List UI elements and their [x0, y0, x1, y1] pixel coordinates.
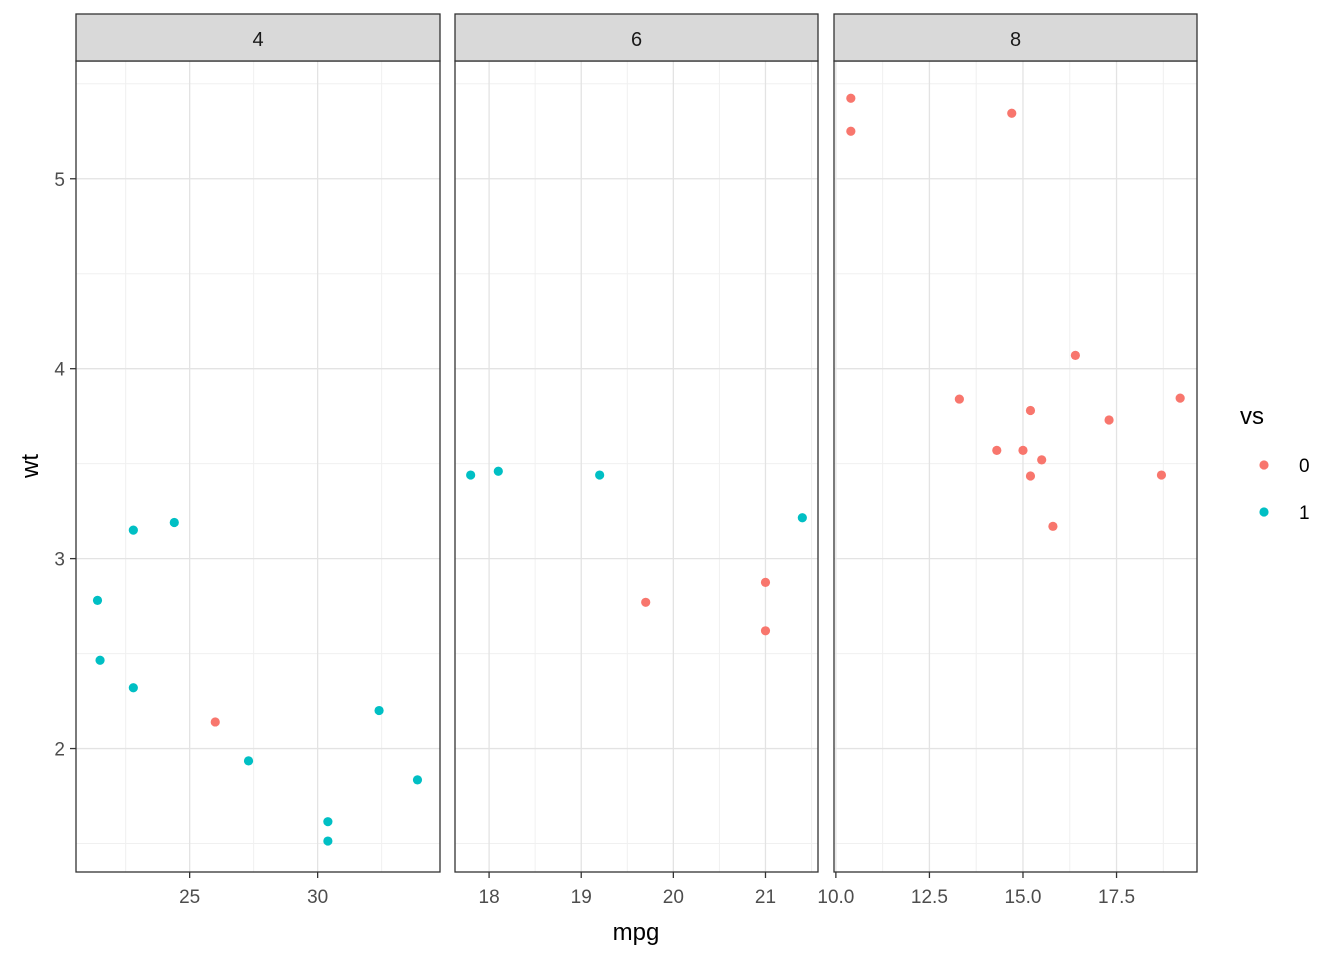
- legend-key: [1259, 507, 1269, 517]
- data-point: [169, 517, 179, 528]
- data-point: [760, 577, 771, 587]
- data-point: [1048, 521, 1058, 531]
- x-tick-label: 19: [571, 887, 592, 908]
- y-axis: 2 3 4 5: [54, 170, 76, 761]
- facet-strip: [833, 13, 1198, 62]
- data-point: [846, 126, 856, 136]
- legend-label: 0: [1299, 456, 1310, 477]
- data-point: [1037, 455, 1047, 465]
- data-point: [1018, 445, 1028, 455]
- y-axis-title: wt: [17, 454, 44, 479]
- data-point: [1070, 350, 1080, 360]
- data-point: [323, 817, 333, 827]
- y-tick-label: 2: [54, 740, 65, 761]
- data-point: [595, 470, 605, 480]
- data-point: [493, 466, 503, 476]
- data-point: [1104, 415, 1114, 425]
- data-point: [760, 626, 771, 636]
- x-tick-label: 18: [479, 887, 500, 908]
- data-point: [412, 775, 423, 785]
- panel-background: [76, 61, 440, 872]
- data-point: [1156, 470, 1167, 480]
- x-tick-label: 15.0: [1004, 887, 1041, 908]
- x-tick-label: 20: [663, 887, 684, 908]
- data-point: [992, 445, 1002, 455]
- legend-label: 1: [1299, 503, 1310, 524]
- x-tick-label: 30: [307, 887, 328, 908]
- facet-strip: [454, 13, 819, 62]
- x-tick-label: 17.5: [1098, 887, 1135, 908]
- x-tick-label: 21: [755, 887, 776, 908]
- facet-strip: [75, 13, 441, 62]
- facet-panel-4: 4 25 30: [75, 13, 441, 908]
- panel-background: [455, 61, 818, 872]
- data-point: [1025, 405, 1036, 416]
- data-point: [797, 513, 807, 523]
- data-point: [128, 525, 138, 535]
- y-tick-label: 4: [54, 360, 65, 381]
- data-point: [128, 683, 138, 693]
- data-point: [1025, 471, 1036, 481]
- x-tick-label: 12.5: [911, 887, 948, 908]
- facet-strip-label: 8: [1010, 29, 1021, 51]
- legend-entry-1: 1: [1259, 503, 1310, 524]
- data-point: [1007, 108, 1017, 118]
- legend: vs 0 1: [1240, 403, 1310, 524]
- x-tick-label: 10.0: [817, 887, 854, 908]
- data-point: [95, 655, 105, 665]
- panel-background: [834, 61, 1197, 872]
- facet-panel-6: 6 18 19 20 21: [454, 13, 819, 908]
- data-point: [466, 470, 476, 480]
- facet-strip-label: 6: [631, 29, 642, 51]
- facet-panels: 4 25 30 6 18 19 20 21 8 10.0 12.5 15.0 17.5: [75, 13, 1198, 908]
- facet-panel-8: 8 10.0 12.5 15.0 17.5: [817, 13, 1198, 908]
- data-point: [243, 756, 254, 766]
- y-tick-label: 5: [54, 170, 65, 191]
- x-axis-title: mpg: [613, 919, 660, 946]
- legend-title: vs: [1240, 403, 1264, 430]
- data-point: [954, 394, 964, 404]
- data-point: [641, 597, 651, 607]
- legend-key: [1259, 460, 1269, 470]
- data-point: [210, 717, 220, 727]
- x-tick-label: 25: [179, 887, 200, 908]
- data-point: [846, 93, 856, 103]
- legend-entry-0: 0: [1259, 456, 1310, 477]
- data-point: [323, 836, 333, 846]
- data-point: [1175, 393, 1185, 403]
- facet-strip-label: 4: [252, 29, 263, 51]
- y-tick-label: 3: [54, 550, 65, 571]
- data-point: [92, 595, 103, 606]
- data-point: [374, 705, 384, 716]
